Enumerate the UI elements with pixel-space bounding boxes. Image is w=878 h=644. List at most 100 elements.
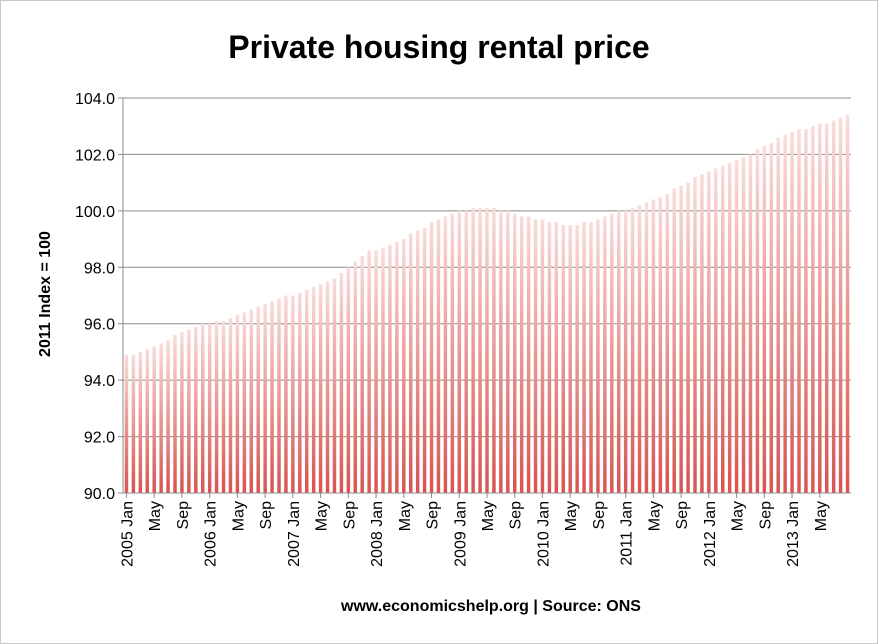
bar	[506, 210, 510, 494]
axes	[118, 97, 851, 498]
x-tick-label: May	[730, 501, 747, 531]
x-tick-label: 2010 Jan	[536, 501, 553, 567]
bar	[388, 244, 392, 493]
y-tick-label: 104.0	[75, 91, 115, 108]
bar	[464, 210, 468, 494]
x-tick-label: 2009 Jan	[452, 501, 469, 567]
x-tick-label: 2012 Jan	[702, 501, 719, 567]
bar	[568, 224, 572, 493]
bar	[727, 162, 732, 493]
y-tick-label: 96.0	[84, 317, 115, 334]
bar	[485, 208, 489, 494]
y-tick-label: 90.0	[84, 486, 115, 503]
y-tick-label: 102.0	[75, 147, 115, 164]
bar	[242, 312, 247, 493]
bar	[630, 208, 635, 494]
bar	[360, 256, 364, 493]
bar	[790, 131, 794, 494]
bar	[415, 230, 420, 494]
bar	[658, 196, 663, 493]
chart-title: Private housing rental price	[228, 29, 649, 65]
x-tick-label: Sep	[258, 501, 275, 530]
bar	[145, 349, 149, 493]
bar	[443, 216, 448, 493]
bar	[180, 332, 184, 493]
bar	[561, 224, 565, 493]
bar	[748, 154, 753, 493]
bar	[540, 219, 545, 493]
bar	[610, 213, 614, 493]
bar	[346, 267, 351, 493]
bar	[519, 216, 524, 493]
bar	[603, 216, 607, 493]
bar	[166, 340, 170, 493]
bar	[124, 354, 129, 493]
bar	[339, 272, 344, 493]
x-tick-label: May	[563, 501, 580, 531]
bar	[693, 177, 697, 493]
bar	[318, 284, 323, 493]
bar	[762, 145, 767, 493]
y-tick-label: 98.0	[84, 260, 115, 277]
bar	[173, 335, 177, 493]
bar	[707, 171, 711, 494]
y-tick-labels: 90.0 92.0 94.0 96.0 98.0 100.0 102.0 104.0	[75, 91, 115, 503]
bar	[776, 137, 780, 493]
bar	[575, 224, 579, 493]
x-tick-label: Sep	[591, 501, 608, 530]
bar	[249, 309, 253, 493]
bar	[256, 306, 260, 493]
bar	[589, 222, 593, 493]
bar	[235, 315, 240, 493]
bar	[811, 126, 815, 494]
bar	[201, 323, 205, 493]
bar	[187, 329, 191, 493]
bar	[623, 210, 628, 494]
bar	[207, 323, 212, 493]
bar	[582, 222, 586, 493]
bar	[305, 289, 309, 493]
bar	[831, 120, 836, 493]
bar	[637, 205, 642, 493]
bar	[367, 250, 371, 493]
bar	[311, 287, 316, 493]
bar	[783, 134, 787, 493]
bar	[270, 301, 274, 493]
x-tick-label: Sep	[341, 501, 358, 530]
bar	[672, 188, 676, 494]
x-tick-label: Sep	[757, 501, 774, 530]
bar	[533, 219, 538, 493]
x-tick-label: May	[147, 501, 164, 531]
bar	[422, 227, 427, 494]
bar	[554, 222, 559, 493]
bar	[617, 210, 621, 494]
bar	[429, 222, 434, 493]
x-tick-label: 2005 Jan	[120, 501, 137, 567]
bar	[596, 219, 600, 493]
bar	[721, 165, 725, 493]
x-tick-label: May	[230, 501, 247, 531]
bar	[332, 278, 337, 493]
bar	[152, 346, 156, 493]
bar	[159, 343, 163, 493]
x-tick-labels: 2005 Jan May Sep 2006 Jan May Sep 2007 Jan May S…	[120, 501, 830, 567]
bars	[124, 114, 850, 494]
x-tick-label: May	[813, 501, 830, 531]
x-tick-label: Sep	[508, 501, 525, 530]
bar	[457, 210, 461, 494]
bar	[741, 157, 746, 493]
bar	[714, 168, 718, 494]
bar	[513, 213, 517, 493]
bar	[374, 250, 378, 493]
bar	[277, 298, 281, 493]
bar	[644, 202, 649, 493]
x-tick-label: May	[480, 501, 497, 531]
bar	[409, 233, 413, 493]
bar	[131, 354, 136, 493]
x-tick-label: May	[646, 501, 663, 531]
bar	[845, 114, 850, 494]
x-tick-label: Sep	[674, 501, 691, 530]
y-tick-label: 100.0	[75, 204, 115, 221]
bar	[395, 241, 399, 493]
bar	[471, 208, 475, 494]
